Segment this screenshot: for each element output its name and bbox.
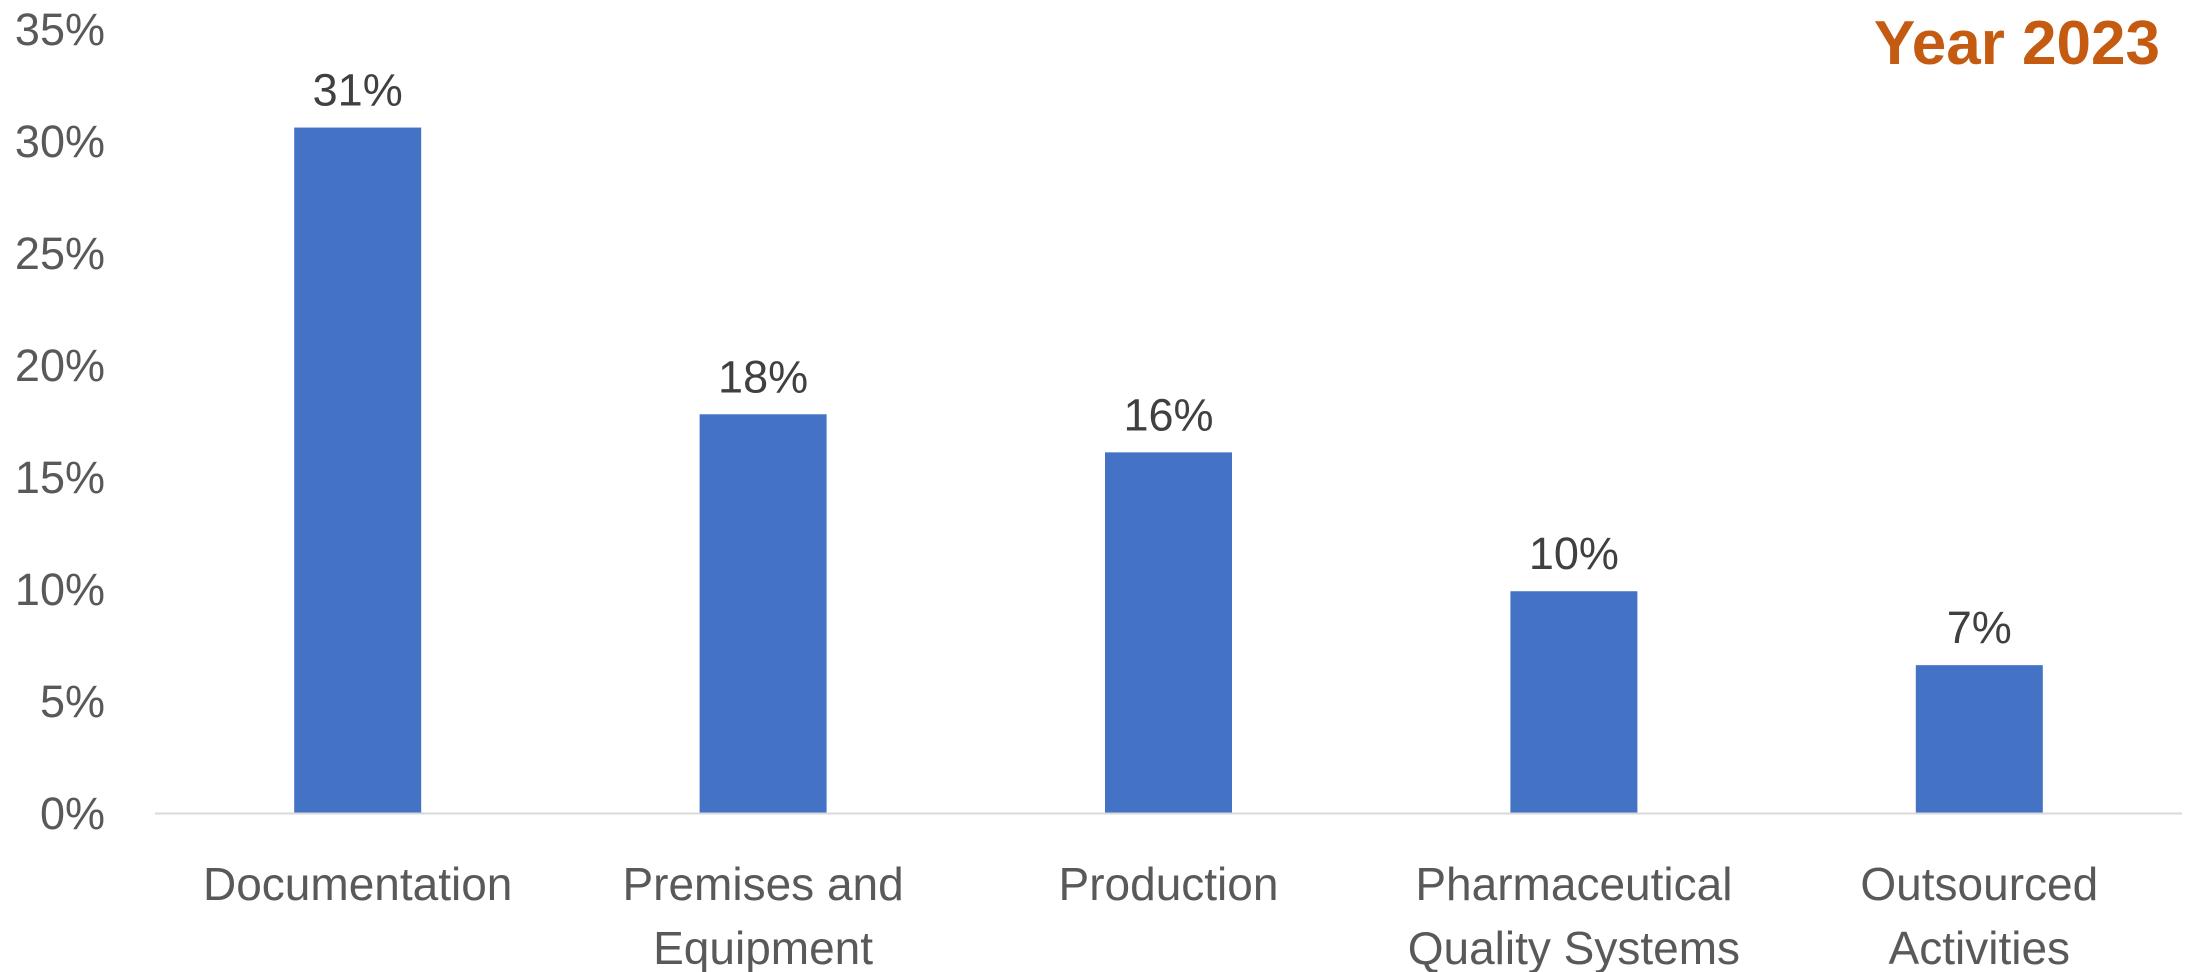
y-tick-label: 35%	[15, 4, 105, 55]
y-tick-label: 15%	[15, 452, 105, 503]
x-category-label: Quality Systems	[1408, 922, 1740, 972]
bar-data-label: 10%	[1529, 528, 1619, 579]
x-category-label: Outsourced	[1860, 858, 2098, 910]
x-category-label: Premises and	[622, 858, 903, 910]
y-tick-label: 5%	[40, 676, 105, 727]
chart-title: Year 2023	[1874, 9, 2160, 78]
y-tick-label: 25%	[15, 228, 105, 279]
y-tick-label: 30%	[15, 116, 105, 167]
x-category-label: Pharmaceutical	[1415, 858, 1732, 910]
x-category-label: Production	[1059, 858, 1279, 910]
bar-data-label: 16%	[1123, 389, 1213, 440]
data-labels: 31% 18% 16% 10% 7%	[313, 65, 2012, 654]
x-category-label: Equipment	[653, 922, 873, 972]
x-category-label: Activities	[1889, 922, 2070, 972]
bar	[1105, 452, 1232, 813]
y-tick-label: 0%	[40, 788, 105, 839]
bar	[294, 127, 422, 813]
x-category-label: Documentation	[203, 858, 512, 910]
bar-data-label: 31%	[313, 65, 403, 116]
y-tick-label: 20%	[15, 340, 105, 391]
y-axis: 0% 5% 10% 15% 20% 25% 30% 35%	[15, 4, 105, 839]
bars	[294, 127, 2043, 813]
bar	[1915, 665, 2043, 813]
bar-data-label: 7%	[1947, 602, 2012, 653]
x-axis: Documentation Premises and Equipment Produc…	[155, 812, 2182, 972]
bar	[1510, 591, 1638, 813]
bar-data-label: 18%	[718, 351, 808, 402]
bar	[699, 414, 827, 813]
y-tick-label: 10%	[15, 564, 105, 615]
